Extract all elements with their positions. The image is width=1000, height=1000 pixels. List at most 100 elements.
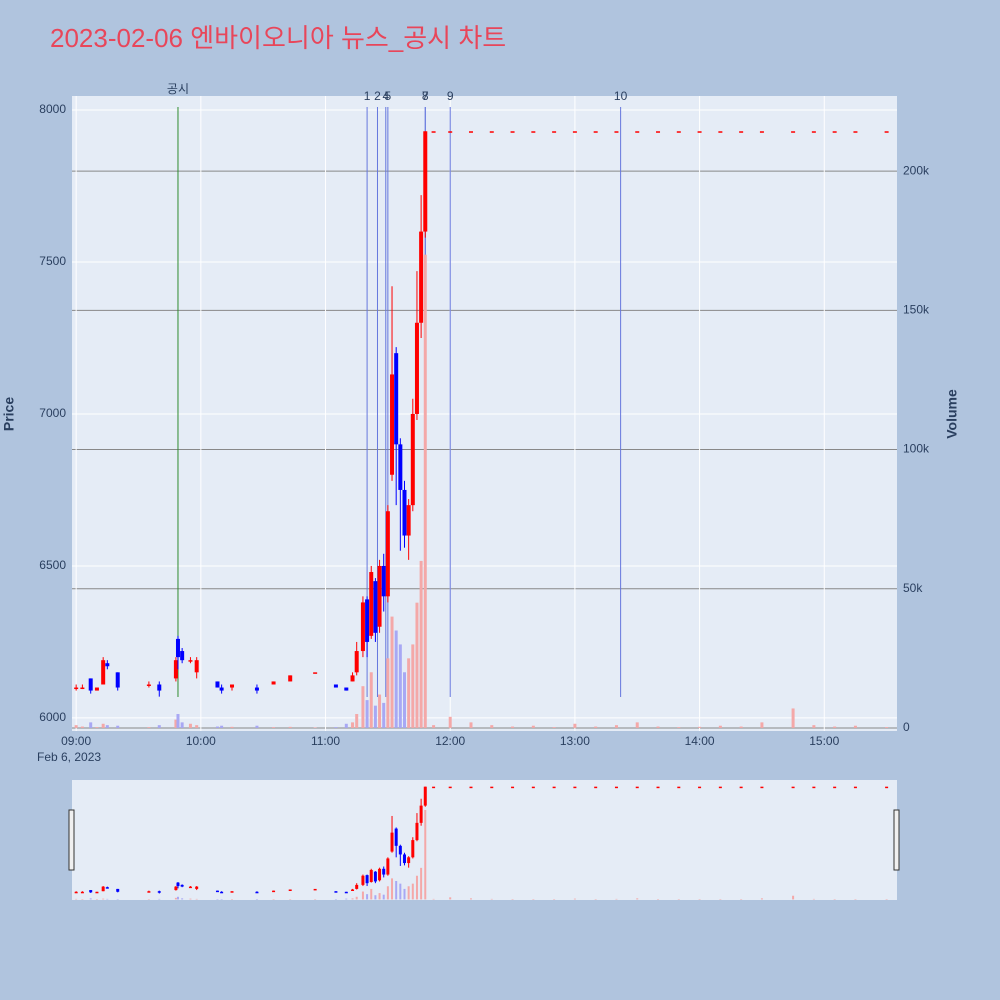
slider-volume-bar bbox=[195, 898, 198, 900]
slider-volume-bar bbox=[792, 895, 795, 900]
event-label: 9 bbox=[447, 89, 454, 103]
volume-bar bbox=[760, 722, 764, 728]
volume-bar bbox=[174, 719, 178, 728]
slider-volume-bar bbox=[181, 898, 184, 900]
volume-bar bbox=[390, 616, 394, 728]
slider-candle-body bbox=[656, 786, 660, 789]
candle-body bbox=[288, 675, 293, 682]
slider-candle-body bbox=[355, 884, 359, 889]
candle-body bbox=[423, 131, 428, 232]
volume-bar bbox=[552, 727, 556, 728]
volume-bar bbox=[448, 716, 452, 728]
slider-candle-body bbox=[490, 786, 494, 789]
slider-candle-body bbox=[344, 891, 348, 894]
slider-volume-bar bbox=[698, 899, 701, 900]
volume-bar bbox=[573, 723, 577, 728]
candle-body bbox=[230, 684, 235, 688]
range-slider[interactable] bbox=[72, 780, 897, 900]
slider-volume-bar bbox=[314, 899, 317, 900]
volume-bar bbox=[531, 725, 535, 728]
slider-volume-bar bbox=[573, 898, 576, 900]
y2-tick-label: 150k bbox=[903, 303, 930, 317]
volume-bar bbox=[89, 722, 93, 728]
slider-volume-bar bbox=[158, 898, 161, 900]
slider-volume-bar bbox=[351, 898, 354, 900]
slider-volume-bar bbox=[407, 886, 410, 900]
candle-body bbox=[180, 651, 185, 661]
candle-body bbox=[188, 660, 193, 662]
slider-volume-bar bbox=[116, 899, 119, 900]
slider-volume-bar bbox=[220, 899, 223, 900]
volume-bar bbox=[885, 727, 889, 728]
candle-body bbox=[373, 581, 378, 633]
slider-volume-bar bbox=[812, 898, 815, 900]
slider-candle-body bbox=[394, 828, 398, 846]
slider-candle-body bbox=[635, 786, 639, 789]
slider-candle-body bbox=[812, 786, 816, 789]
volume-bar bbox=[614, 725, 618, 728]
y-tick-label: 8000 bbox=[39, 102, 66, 116]
slider-candle-body bbox=[469, 786, 473, 789]
slider-volume-bar bbox=[147, 899, 150, 900]
volume-bar bbox=[157, 725, 161, 728]
candle-body bbox=[175, 638, 180, 658]
slider-volume-bar bbox=[411, 883, 414, 900]
slider-candle-body bbox=[378, 868, 382, 881]
candle-body bbox=[853, 131, 858, 133]
slider-candle-body bbox=[739, 786, 743, 789]
volume-bar bbox=[361, 686, 365, 728]
range-handle[interactable] bbox=[893, 809, 900, 871]
candle-body bbox=[468, 131, 473, 133]
x-tick-label: 09:00 bbox=[61, 734, 91, 748]
volume-bar bbox=[215, 726, 219, 728]
slider-candle-body bbox=[255, 891, 259, 894]
slider-candle-body bbox=[885, 786, 889, 789]
x-tick-label: 15:00 bbox=[809, 734, 839, 748]
y2-tick-label: 200k bbox=[903, 163, 930, 177]
volume-bar bbox=[423, 254, 427, 728]
volume-bar bbox=[272, 727, 276, 728]
volume-bar bbox=[373, 705, 377, 728]
slider-candle-body bbox=[411, 840, 415, 858]
slider-candle-body bbox=[174, 886, 178, 891]
candle-body bbox=[394, 353, 399, 445]
slider-candle-body bbox=[95, 891, 99, 894]
slider-volume-bar bbox=[386, 886, 389, 900]
slider-volume-bar bbox=[532, 899, 535, 900]
volume-bar bbox=[656, 726, 660, 728]
slider-candle-body bbox=[105, 887, 109, 889]
volume-bar bbox=[195, 725, 199, 728]
slider-volume-bar bbox=[216, 899, 219, 900]
candle-body bbox=[431, 131, 436, 133]
slider-volume-bar bbox=[415, 875, 418, 900]
range-handle[interactable] bbox=[68, 809, 75, 871]
slider-candle-body bbox=[272, 890, 276, 893]
volume-bar bbox=[419, 560, 423, 728]
candle-body bbox=[791, 131, 796, 133]
slider-volume-bar bbox=[469, 898, 472, 900]
volume-bar bbox=[698, 726, 702, 728]
candle-body bbox=[676, 131, 681, 133]
candle-body bbox=[572, 131, 577, 133]
slider-candle-body bbox=[398, 845, 402, 855]
candle-body bbox=[88, 678, 93, 691]
slider-volume-bar bbox=[374, 895, 377, 900]
candle-body bbox=[105, 663, 110, 667]
candle-body bbox=[80, 687, 85, 690]
slider-candle-body bbox=[531, 786, 535, 789]
x-tick-label: 13:00 bbox=[560, 734, 590, 748]
candle-body bbox=[656, 131, 661, 133]
candle-body bbox=[531, 131, 536, 133]
slider-candle-body bbox=[677, 786, 681, 789]
volume-bar bbox=[382, 702, 386, 728]
event-label: 4 bbox=[382, 89, 389, 103]
slider-volume-bar bbox=[345, 898, 348, 900]
slider-candle-body bbox=[116, 888, 120, 892]
event-label: 5 bbox=[385, 89, 392, 103]
candle-body bbox=[115, 672, 120, 688]
candle-body bbox=[759, 131, 764, 133]
event-label: 공시 bbox=[167, 82, 189, 96]
slider-volume-bar bbox=[370, 888, 373, 900]
candle-body bbox=[385, 511, 390, 597]
